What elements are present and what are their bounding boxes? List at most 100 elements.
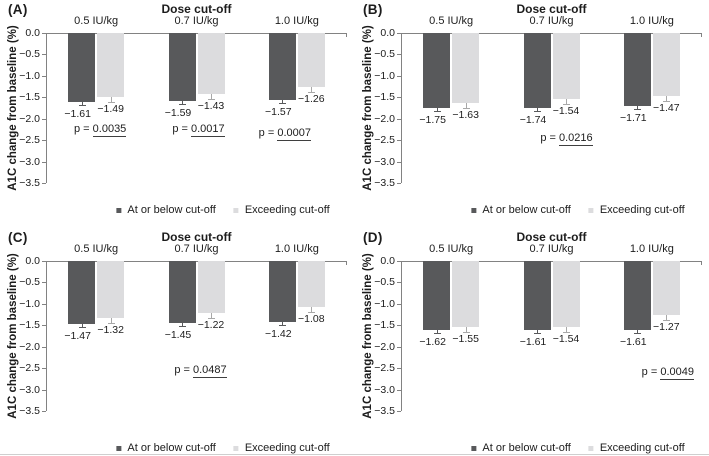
zero-baseline-end-tick — [701, 33, 702, 37]
y-tick-label: −2.5 — [19, 362, 40, 375]
y-tick-mark — [42, 346, 46, 348]
error-whisker — [637, 106, 639, 110]
legend-swatch-at-or-below — [116, 445, 122, 451]
y-tick-label: −2.5 — [374, 134, 395, 147]
error-whisker-cap — [208, 318, 215, 320]
bar-value-label: −1.47 — [653, 102, 680, 114]
y-tick-label: −2.0 — [374, 340, 395, 353]
legend-label: Exceeding cut-off — [244, 442, 330, 454]
y-tick-mark — [397, 411, 401, 412]
error-whisker — [311, 87, 313, 92]
y-tick-label: −1.0 — [19, 297, 40, 310]
panel-c: (C) Dose cut-off A1C change from baselin… — [0, 228, 355, 456]
panel-d: (D) Dose cut-off A1C change from baselin… — [355, 228, 709, 456]
y-tick-mark — [397, 183, 401, 184]
legend-item: At or below cut-off — [116, 442, 216, 454]
y-tick-label: −1.5 — [19, 319, 40, 332]
panel-a: (A) Dose cut-off A1C change from baselin… — [0, 0, 355, 228]
error-whisker-cap — [308, 312, 316, 314]
error-whisker-cap — [663, 320, 671, 322]
y-tick-mark — [42, 161, 46, 163]
p-value-number: 0.0049 — [660, 366, 694, 380]
y-tick-mark — [397, 282, 401, 284]
y-tick-label: −3.0 — [374, 383, 395, 396]
figure-bottom-rule — [0, 454, 709, 455]
bar-value-label: −1.71 — [620, 112, 647, 125]
legend-swatch-at-or-below — [471, 207, 477, 213]
y-tick-label: −2.0 — [19, 112, 40, 125]
bar-exceeding-cutoff — [297, 33, 325, 87]
error-whisker-cap — [179, 104, 186, 106]
bar-at-or-below-cutoff — [68, 261, 96, 324]
p-value-prefix: p = — [258, 126, 278, 139]
category-label: 0.5 IU/kg — [74, 243, 119, 255]
bar-at-or-below-cutoff — [168, 261, 196, 324]
legend-swatch-at-or-below — [471, 445, 477, 451]
zero-baseline-end-tick — [701, 261, 702, 265]
y-tick-label: −0.5 — [19, 276, 40, 289]
y-tick-mark — [397, 389, 401, 391]
y-tick-mark — [42, 282, 46, 284]
bar-at-or-below-cutoff — [623, 33, 651, 107]
error-whisker-cap — [634, 109, 642, 111]
category-label: 1.0 IU/kg — [274, 15, 319, 27]
bar-value-label: −1.57 — [265, 106, 292, 119]
bar-value-label: −1.27 — [653, 321, 680, 334]
y-tick-mark — [397, 346, 401, 348]
bar-exceeding-cutoff — [197, 261, 225, 314]
legend-label: At or below cut-off — [127, 442, 216, 454]
p-value-number: 0.0007 — [277, 126, 311, 141]
category-label: 0.7 IU/kg — [174, 15, 219, 27]
zero-baseline-end-tick — [346, 33, 347, 37]
bar-exceeding-cutoff — [652, 261, 680, 316]
error-whisker-cap — [78, 105, 86, 106]
bar-at-or-below-cutoff — [423, 33, 451, 108]
bar-value-label: −1.55 — [452, 333, 479, 346]
bar-value-label: −1.42 — [265, 327, 292, 340]
bar-value-label: −1.61 — [64, 108, 91, 120]
error-whisker — [465, 327, 467, 333]
error-whisker-cap — [179, 326, 186, 328]
bar-at-or-below-cutoff — [168, 33, 196, 102]
bar-exceeding-cutoff — [552, 33, 580, 99]
y-tick-mark — [42, 411, 46, 412]
category-label: 0.5 IU/kg — [429, 15, 474, 27]
error-whisker — [81, 324, 83, 327]
error-whisker — [436, 108, 438, 111]
category-label: 0.7 IU/kg — [529, 15, 574, 27]
error-whisker — [566, 327, 567, 332]
bar-value-label: −1.61 — [620, 336, 647, 348]
panel-b: (B) Dose cut-off A1C change from baselin… — [355, 0, 709, 228]
error-whisker-cap — [462, 107, 470, 109]
legend-label: At or below cut-off — [482, 204, 571, 216]
error-whisker — [182, 323, 183, 327]
category-label: 1.0 IU/kg — [629, 15, 674, 27]
error-whisker-cap — [433, 333, 441, 335]
y-tick-mark — [42, 97, 46, 99]
y-tick-label: 0.0 — [380, 27, 395, 39]
y-tick-mark — [42, 183, 46, 184]
bar-exceeding-cutoff — [97, 33, 125, 97]
legend-swatch-exceeding — [588, 207, 594, 213]
bar-exceeding-cutoff — [97, 261, 125, 318]
chart-title: Dose cut-off — [516, 230, 587, 244]
bar-exceeding-cutoff — [552, 261, 580, 327]
y-tick-label: 0.0 — [380, 255, 395, 267]
y-tick-mark — [42, 389, 46, 391]
bar-value-label: −1.62 — [419, 336, 446, 349]
legend-item: Exceeding cut-off — [233, 442, 330, 454]
y-tick-label: −1.5 — [374, 319, 395, 332]
y-tick-label: 0.0 — [25, 27, 40, 39]
y-axis-line — [401, 261, 402, 411]
bar-at-or-below-cutoff — [68, 33, 96, 102]
panel-letter: (B) — [363, 2, 383, 17]
y-tick-label: −3.0 — [19, 383, 40, 396]
bar-value-label: −1.45 — [164, 329, 192, 342]
y-tick-label: −3.0 — [19, 155, 40, 168]
error-whisker — [211, 94, 212, 100]
y-axis-line — [401, 33, 402, 183]
bar-value-label: −1.54 — [552, 333, 580, 345]
zero-baseline — [401, 33, 702, 34]
zero-baseline — [46, 261, 347, 262]
